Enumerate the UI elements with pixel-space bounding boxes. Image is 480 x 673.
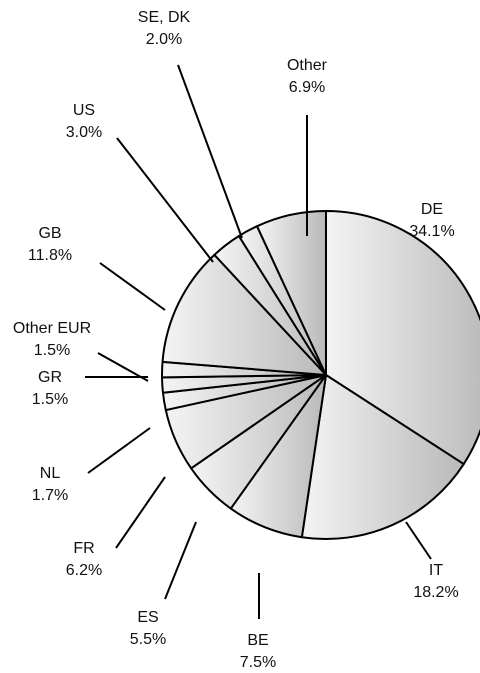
slice-label-se-dk: SE, DK 2.0%	[138, 9, 191, 48]
slice-label-other-eur: Other EUR 1.5%	[13, 320, 91, 359]
pie-slice-it	[300, 374, 465, 540]
slice-name: Other	[287, 57, 328, 74]
slice-name: SE, DK	[138, 9, 191, 26]
slice-value: 1.5%	[32, 391, 68, 408]
slice-value: 11.8%	[28, 247, 72, 264]
slice-value: 7.5%	[240, 654, 276, 671]
leader-line-nl	[87, 427, 151, 474]
slice-name: ES	[137, 609, 158, 626]
slice-value: 1.7%	[32, 487, 68, 504]
slice-value: 6.9%	[289, 79, 325, 96]
slice-value: 1.5%	[34, 342, 70, 359]
slice-value: 18.2%	[413, 584, 458, 601]
slice-label-es: ES 5.5%	[130, 609, 166, 648]
slice-label-fr: FR 6.2%	[66, 540, 102, 579]
slice-name: US	[73, 102, 95, 119]
slice-label-us: US 3.0%	[66, 102, 102, 141]
pie-slice-de	[325, 210, 480, 466]
leader-line-es	[164, 521, 197, 600]
slice-value: 2.0%	[146, 31, 182, 48]
slice-name: FR	[73, 540, 94, 557]
slice-label-gb: GB 11.8%	[28, 225, 72, 264]
slice-value: 3.0%	[66, 124, 102, 141]
slice-label-other: Other 6.9%	[287, 57, 328, 96]
slice-value: 34.1%	[409, 223, 454, 240]
slice-label-be: BE 7.5%	[240, 632, 276, 671]
leader-line-other-eur	[97, 352, 149, 382]
slice-name: GB	[38, 225, 61, 242]
leader-line-se-dk	[177, 64, 243, 239]
slice-label-it: IT 18.2%	[413, 562, 458, 601]
pie-slice-gb	[161, 253, 327, 376]
leader-line-it	[405, 521, 432, 560]
slice-name: BE	[247, 632, 268, 649]
slice-label-nl: NL 1.7%	[32, 465, 68, 504]
slice-name: GR	[38, 369, 62, 386]
leader-line-us	[116, 137, 214, 263]
slice-label-de: DE 34.1%	[409, 201, 454, 240]
slice-value: 6.2%	[66, 562, 102, 579]
slice-name: NL	[40, 465, 61, 482]
leader-line-gb	[99, 262, 166, 311]
slice-name: Other EUR	[13, 320, 91, 337]
slice-value: 5.5%	[130, 631, 166, 648]
leader-lines	[85, 64, 432, 619]
slice-label-gr: GR 1.5%	[32, 369, 68, 408]
leader-line-fr	[115, 476, 166, 549]
pie-slices	[161, 210, 480, 540]
pie-slice-other	[256, 210, 327, 376]
slice-name: IT	[429, 562, 443, 579]
slice-name: DE	[421, 201, 443, 218]
